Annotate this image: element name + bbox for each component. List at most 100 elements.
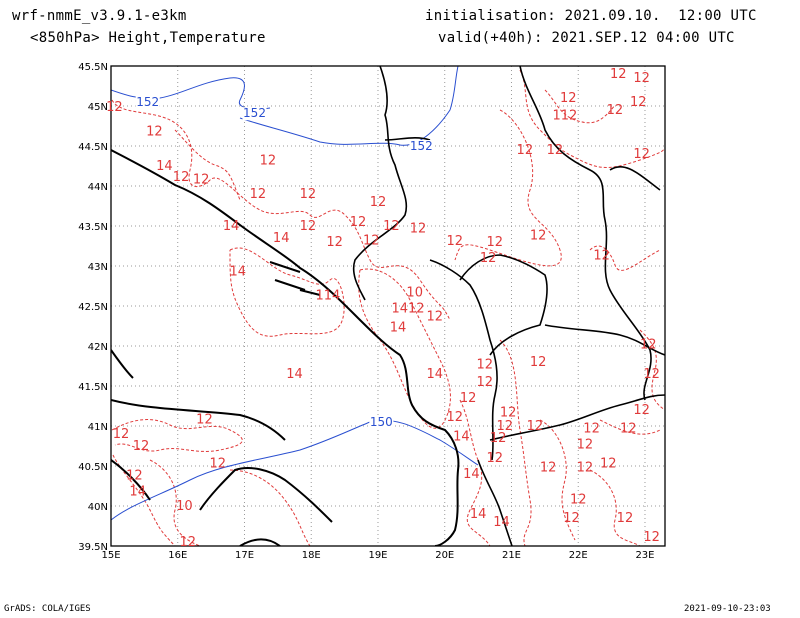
temperature-label: 12 (530, 355, 547, 370)
island (269, 261, 301, 273)
temperature-label: 14 (223, 219, 240, 234)
borders (352, 66, 665, 546)
temp-contour (229, 247, 345, 337)
lat-tick-label: 41.5N (78, 382, 108, 393)
lat-tick-label: 44.5N (78, 142, 108, 153)
temperature-label: 114 (316, 289, 341, 304)
init-time: initialisation: 2021.09.10. 12:00 UTC (425, 8, 757, 24)
height-label-bg (369, 416, 394, 429)
temperature-label: 12 (146, 125, 163, 140)
temperature-label: 14 (470, 507, 487, 522)
border (609, 165, 661, 191)
lon-tick-label: 15E (101, 550, 120, 561)
height-contour-150 (111, 419, 479, 521)
temperature-label: 12 (607, 103, 624, 118)
lon-tick-label: 18E (302, 550, 321, 561)
island (274, 279, 306, 291)
temperature-label: 12 (530, 229, 547, 244)
lat-tick-label: 39.5N (78, 542, 108, 553)
temperature-label: 12 (126, 469, 143, 484)
coastline (111, 399, 286, 441)
axis-ticks: 15E 16E 17E 18E 19E 20E 21E 22E 23E 45.5N 45N 44.5N… (78, 62, 654, 561)
temperature-label: 12 (547, 143, 564, 158)
height-label: 152 (243, 106, 266, 120)
temp-contour (599, 419, 661, 435)
coastline (199, 467, 333, 523)
temperature-label: 12 (600, 457, 617, 472)
temperature-label: 12 (106, 100, 123, 115)
lon-tick-label: 21E (502, 550, 521, 561)
height-label-bg (409, 140, 434, 153)
temperature-label: 12 (173, 170, 190, 185)
temperature-label: 12 (480, 251, 497, 266)
temperature-label: 10 (176, 499, 193, 514)
temperature-label: 12 (633, 71, 650, 86)
temperature-label: 12 (426, 309, 443, 324)
border (489, 394, 665, 441)
temp-contour (589, 245, 661, 271)
temperature-label: 12 (300, 187, 317, 202)
temp-contour (229, 469, 311, 546)
temp-contour (174, 129, 241, 201)
temperature-label: 14 (390, 321, 407, 336)
temperature-label: 12 (497, 419, 514, 434)
temp-contour (111, 419, 243, 452)
temperature-contours (111, 69, 665, 546)
lat-tick-label: 42N (88, 342, 108, 353)
temp-contour (459, 399, 491, 546)
coastline (111, 459, 151, 501)
lon-tick-label: 19E (368, 550, 387, 561)
lat-lon-grid (111, 66, 665, 546)
temperature-label: 12 (517, 143, 534, 158)
border (352, 66, 408, 301)
temperature-label: 12 (363, 233, 380, 248)
temperature-label: 12 (193, 173, 210, 188)
temperature-label: 12 (477, 375, 494, 390)
lat-tick-label: 43N (88, 262, 108, 273)
temperature-label: 12 (446, 410, 463, 425)
temperature-label: 14 (426, 367, 443, 382)
temperature-label: 12 (643, 530, 660, 545)
coastline (239, 538, 281, 546)
border (459, 254, 548, 356)
temp-contour (539, 419, 576, 541)
lon-tick-label: 23E (635, 550, 654, 561)
temperature-label: 12 (477, 357, 494, 372)
footer-credit: GrADS: COLA/IGES (4, 604, 91, 614)
temperature-label: 12 (620, 421, 637, 436)
height-label: 152 (410, 139, 433, 153)
temperature-label: 12 (633, 147, 650, 162)
temperature-label: 12 (490, 431, 507, 446)
temperature-label: 14 (129, 485, 146, 500)
valid-time: valid(+40h): 2021.SEP.12 04:00 UTC (438, 30, 735, 46)
temperature-label: 12 (133, 439, 150, 454)
island (299, 289, 321, 296)
height-label: 150 (370, 415, 393, 429)
temp-contour (358, 268, 451, 429)
border (519, 66, 652, 401)
temperature-label: 12 (500, 405, 517, 420)
temperature-label: 12 (563, 511, 580, 526)
temperature-label: 1412 (391, 301, 424, 316)
lat-tick-label: 45N (88, 102, 108, 113)
temperature-label: 12 (370, 195, 387, 210)
temperature-label: 14 (230, 265, 247, 280)
lon-tick-label: 17E (235, 550, 254, 561)
temp-contour (454, 109, 562, 267)
temperature-label: 12 (593, 249, 610, 264)
lat-tick-label: 40.5N (78, 462, 108, 473)
temp-contour (639, 329, 665, 411)
lon-tick-label: 16E (168, 550, 187, 561)
height-labels: 152 152 152 150 (135, 95, 434, 429)
temperature-label: 112 (552, 109, 577, 124)
border (477, 459, 513, 546)
temperature-label: 12 (527, 419, 544, 434)
temperature-label: 12 (570, 493, 587, 508)
temperature-label: 12 (250, 187, 267, 202)
lat-tick-label: 43.5N (78, 222, 108, 233)
temperature-label: 14 (286, 367, 303, 382)
temperature-label: 12 (643, 367, 660, 382)
temperature-label: 12 (633, 403, 650, 418)
temperature-label: 12 (210, 457, 227, 472)
